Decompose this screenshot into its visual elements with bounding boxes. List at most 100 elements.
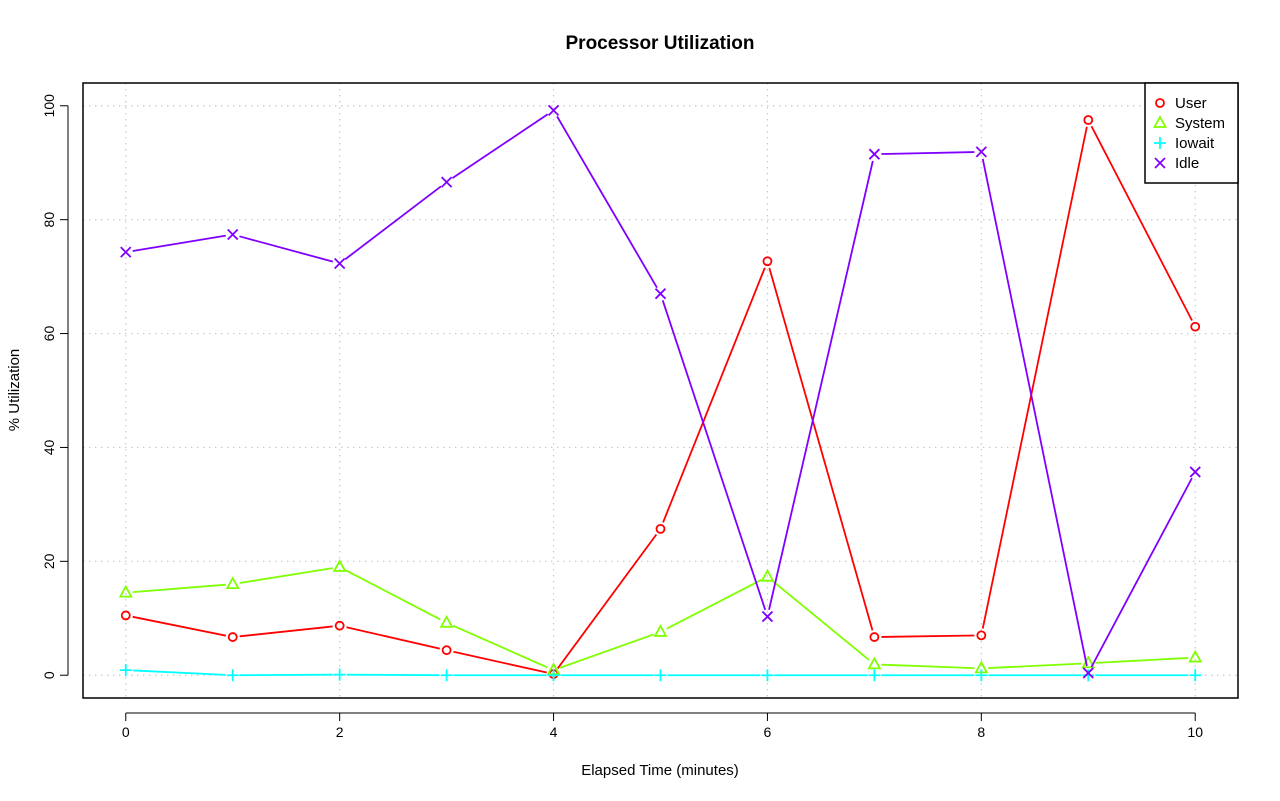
series-user-segment xyxy=(768,267,874,631)
series-user-point xyxy=(976,630,987,641)
x-tick-label: 2 xyxy=(336,724,344,740)
series-idle-segment xyxy=(344,185,442,260)
series-idle-point xyxy=(120,246,132,258)
series-user-point xyxy=(227,632,238,642)
series-idle-segment xyxy=(451,113,549,179)
series-idle-point xyxy=(1082,667,1094,679)
series-user-point xyxy=(1190,321,1201,332)
series-user-point xyxy=(334,620,345,631)
series-user-segment xyxy=(881,634,975,638)
x-tick-label: 4 xyxy=(550,724,558,740)
series-layer xyxy=(118,104,1203,682)
x-tick-label: 6 xyxy=(764,724,772,740)
x-tick-label: 0 xyxy=(122,724,130,740)
series-iowait-point xyxy=(333,668,346,681)
series-system-segment xyxy=(239,567,333,584)
series-system-segment xyxy=(666,579,762,630)
series-iowait-point xyxy=(119,664,132,677)
series-idle-segment xyxy=(881,151,975,155)
series-system-segment xyxy=(772,580,870,661)
x-axis-label: Elapsed Time (minutes) xyxy=(581,762,739,779)
series-idle-segment xyxy=(768,160,874,610)
series-idle-point xyxy=(654,288,667,300)
series-user-segment xyxy=(346,626,440,650)
series-system-point xyxy=(439,614,454,628)
series-iowait-point xyxy=(440,669,453,682)
legend-iowait-symbol xyxy=(1154,137,1166,149)
series-system-segment xyxy=(881,663,975,670)
series-system-point xyxy=(867,656,882,670)
grid xyxy=(83,83,1238,698)
series-user-segment xyxy=(453,650,547,674)
series-idle-point xyxy=(440,176,453,188)
series-user-segment xyxy=(239,625,333,638)
series-iowait-point xyxy=(975,669,988,682)
series-idle-point xyxy=(761,610,774,623)
series-user-point xyxy=(1083,115,1094,125)
x-tick-label: 8 xyxy=(977,724,985,740)
series-idle-segment xyxy=(132,234,226,252)
legend-iowait-label: Iowait xyxy=(1175,135,1215,152)
series-user-point xyxy=(655,523,666,534)
series-iowait-point xyxy=(868,669,881,682)
series-system-point xyxy=(653,624,668,637)
series-user-segment xyxy=(1090,125,1193,321)
series-user-point xyxy=(441,645,452,656)
series-idle-segment xyxy=(1090,477,1193,668)
series-system-segment xyxy=(559,633,655,669)
y-tick-label: 60 xyxy=(41,326,57,342)
series-iowait-point xyxy=(761,669,774,682)
y-tick-label: 80 xyxy=(41,212,57,228)
series-user-segment xyxy=(132,615,227,637)
series-user-segment xyxy=(556,533,658,669)
series-idle-point xyxy=(227,228,239,241)
y-tick-label: 20 xyxy=(41,553,57,569)
x-tick-label: 10 xyxy=(1187,724,1203,740)
series-system xyxy=(118,559,1203,675)
series-idle-point xyxy=(868,148,881,160)
series-user xyxy=(120,115,1201,679)
series-idle-point xyxy=(334,257,346,270)
series-idle-point xyxy=(547,104,560,116)
series-idle-point xyxy=(1189,466,1201,478)
series-iowait-point xyxy=(654,669,667,682)
y-tick-label: 100 xyxy=(41,94,57,118)
series-system-segment xyxy=(988,662,1082,669)
legend-idle-symbol xyxy=(1154,157,1166,169)
series-system-point xyxy=(760,568,775,582)
series-system-segment xyxy=(132,583,226,593)
legend-user-label: User xyxy=(1175,95,1207,112)
y-tick-label: 0 xyxy=(41,671,57,679)
series-idle-segment xyxy=(661,300,767,611)
legend-system-label: System xyxy=(1175,115,1225,132)
chart-title: Processor Utilization xyxy=(566,33,755,54)
series-iowait-point xyxy=(226,669,239,682)
series-iowait xyxy=(119,664,1202,682)
series-iowait-point xyxy=(1082,669,1095,682)
series-system-segment xyxy=(1095,657,1189,664)
series-system-point xyxy=(118,584,133,598)
legend-user-symbol xyxy=(1155,98,1165,108)
series-idle-segment xyxy=(981,158,1088,667)
series-user-point xyxy=(869,632,880,642)
series-idle-segment xyxy=(239,235,334,263)
series-user-point xyxy=(762,256,773,267)
series-system-point xyxy=(225,576,240,590)
y-tick-label: 40 xyxy=(41,439,57,455)
legend-idle-label: Idle xyxy=(1175,155,1199,172)
series-idle-point xyxy=(975,146,987,158)
legend: User System Iowait Idle xyxy=(1144,82,1239,184)
series-iowait-segment xyxy=(132,669,226,676)
series-idle-segment xyxy=(556,115,658,289)
series-user-segment xyxy=(662,267,766,523)
series-system-point xyxy=(332,559,347,572)
series-system-segment xyxy=(452,624,548,669)
series-system-point xyxy=(1188,649,1203,663)
y-axis-label: % Utilization xyxy=(6,349,23,432)
series-idle xyxy=(120,104,1201,679)
plot-frame xyxy=(82,82,1239,699)
series-iowait-point xyxy=(547,669,560,682)
series-user-point xyxy=(120,610,131,621)
